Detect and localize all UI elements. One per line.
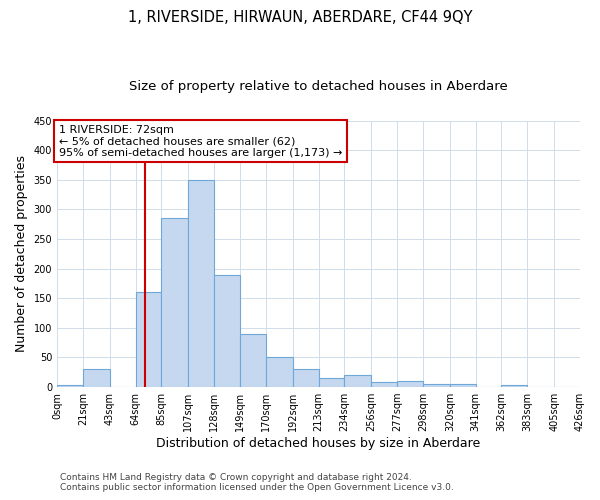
Bar — [319, 378, 344, 387]
Bar — [450, 384, 476, 387]
Bar — [266, 358, 293, 387]
Text: 1 RIVERSIDE: 72sqm
← 5% of detached houses are smaller (62)
95% of semi-detached: 1 RIVERSIDE: 72sqm ← 5% of detached hous… — [59, 124, 342, 158]
Bar — [344, 375, 371, 387]
Bar — [161, 218, 188, 387]
Bar — [83, 370, 110, 387]
Bar — [57, 386, 83, 387]
Text: Contains HM Land Registry data © Crown copyright and database right 2024.
Contai: Contains HM Land Registry data © Crown c… — [60, 473, 454, 492]
Title: Size of property relative to detached houses in Aberdare: Size of property relative to detached ho… — [129, 80, 508, 93]
Bar — [502, 386, 527, 387]
Y-axis label: Number of detached properties: Number of detached properties — [15, 156, 28, 352]
Bar — [188, 180, 214, 387]
Bar — [293, 370, 319, 387]
Bar — [371, 382, 397, 387]
Bar — [423, 384, 450, 387]
Bar — [397, 381, 423, 387]
X-axis label: Distribution of detached houses by size in Aberdare: Distribution of detached houses by size … — [157, 437, 481, 450]
Text: 1, RIVERSIDE, HIRWAUN, ABERDARE, CF44 9QY: 1, RIVERSIDE, HIRWAUN, ABERDARE, CF44 9Q… — [128, 10, 472, 25]
Bar — [214, 274, 240, 387]
Bar — [136, 292, 161, 387]
Bar — [240, 334, 266, 387]
